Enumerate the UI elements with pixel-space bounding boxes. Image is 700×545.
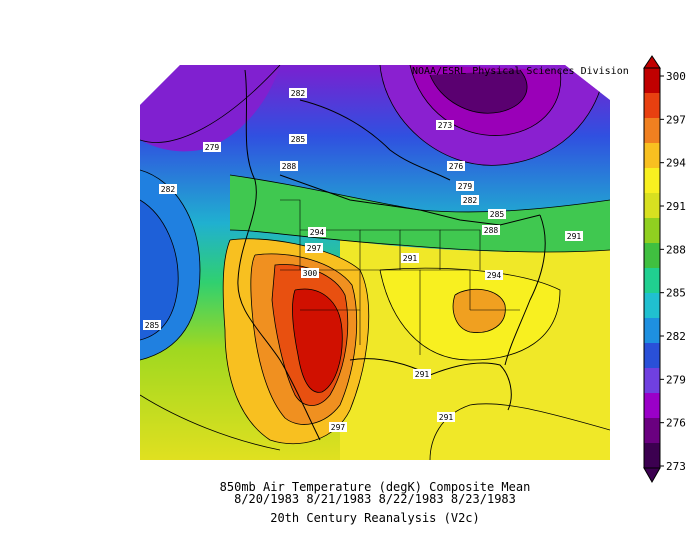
colorbar-segment — [644, 443, 660, 469]
colorbar-segment — [644, 93, 660, 119]
contour-label-box — [456, 181, 474, 191]
colorbar-segment — [644, 393, 660, 419]
coastlines — [237, 69, 546, 441]
contour-label-box — [565, 231, 583, 241]
contour-label-box — [203, 142, 221, 152]
colorbar-segment — [644, 418, 660, 444]
colorbar-frame — [643, 67, 661, 469]
contour-label-box — [485, 270, 503, 280]
colorbar-segment — [644, 218, 660, 244]
colorbar: 300 297 294 291 288 285 282 279 276 273 — [643, 55, 686, 484]
contour-label: 288 — [484, 226, 499, 235]
contour-label: 279 — [205, 143, 220, 152]
contour-label: 291 — [403, 254, 418, 263]
colorbar-tick-label: 273 — [666, 460, 686, 473]
colorbar-segment — [644, 193, 660, 219]
colorbar-tick-label: 288 — [666, 243, 686, 256]
contour-label: 273 — [438, 121, 453, 130]
contour-label: 294 — [487, 271, 502, 280]
contour-label-box — [289, 88, 307, 98]
contour-label: 285 — [291, 135, 306, 144]
southwest-hottest-core — [292, 289, 343, 393]
northern-coldest-core — [430, 70, 528, 114]
colorbar-segment — [644, 68, 660, 94]
caption-line-3: 20th Century Reanalysis (V2c) — [270, 511, 480, 525]
contour-label: 276 — [449, 162, 464, 171]
contour-label: 291 — [415, 370, 430, 379]
contour-label: 285 — [145, 321, 160, 330]
contour-label: 282 — [161, 185, 176, 194]
contour-label-box — [301, 268, 319, 278]
contour-label-box — [413, 369, 431, 379]
colorbar-segment — [644, 168, 660, 194]
contour-label: 297 — [307, 244, 322, 253]
contour-label-box — [488, 209, 506, 219]
contour-label-box — [447, 161, 465, 171]
contour-label: 282 — [291, 89, 306, 98]
pacific-cold-core — [140, 200, 179, 340]
contour-label-box — [289, 134, 307, 144]
contour-label-box — [401, 253, 419, 263]
colorbar-tick-label: 282 — [666, 330, 686, 343]
colorbar-segment — [644, 293, 660, 319]
colorbar-tick-label: 279 — [666, 373, 686, 386]
southeast-warm-spot — [453, 289, 506, 333]
contour-label: 300 — [303, 269, 318, 278]
contour-label-box — [436, 120, 454, 130]
contour-label-box — [159, 184, 177, 194]
contour-label: 282 — [463, 196, 478, 205]
colorbar-arrow-top — [643, 55, 661, 69]
contour-label: 297 — [331, 423, 346, 432]
contour-labels: 282 279 282 285 288 273 276 279 282 285 288 294 297 3… — [143, 88, 583, 432]
northwest-cold-region — [140, 65, 280, 152]
contour-label: 279 — [458, 182, 473, 191]
colorbar-tick-label: 285 — [666, 287, 686, 300]
colorbar-tick-label: 294 — [666, 157, 686, 170]
contour-label: 291 — [567, 232, 582, 241]
contour-label-box — [329, 422, 347, 432]
colorbar-segment — [644, 343, 660, 369]
credit-text: NOAA/ESRL Physical Sciences Division — [412, 66, 629, 77]
colorbar-segment — [644, 318, 660, 344]
colorbar-segment — [644, 368, 660, 394]
contour-label-box — [143, 320, 161, 330]
colorbar-tick-label: 291 — [666, 200, 686, 213]
contour-label-box — [308, 227, 326, 237]
contour-label: 285 — [490, 210, 505, 219]
contour-label: 288 — [282, 162, 297, 171]
colorbar-arrow-bottom — [643, 467, 661, 484]
map-field — [140, 65, 610, 460]
caption-line-1: 850mb Air Temperature (degK) Composite M… — [219, 480, 531, 494]
colorbar-segment — [644, 268, 660, 294]
contour-label: 291 — [439, 413, 454, 422]
colorbar-tick-label: 300 — [666, 70, 686, 83]
contour-label-box — [280, 161, 298, 171]
colorbar-tick-label: 297 — [666, 113, 686, 126]
colorbar-tick-label: 276 — [666, 417, 686, 430]
colorbar-segment — [644, 243, 660, 269]
contour-label-box — [461, 195, 479, 205]
contour-label-box — [482, 225, 500, 235]
colorbar-segment — [644, 118, 660, 144]
contour-label-box — [437, 412, 455, 422]
contour-label-box — [305, 243, 323, 253]
colorbar-segment — [644, 143, 660, 169]
contour-label: 294 — [310, 228, 325, 237]
caption-line-2: 8/20/1983 8/21/1983 8/22/1983 8/23/1983 — [234, 492, 516, 506]
